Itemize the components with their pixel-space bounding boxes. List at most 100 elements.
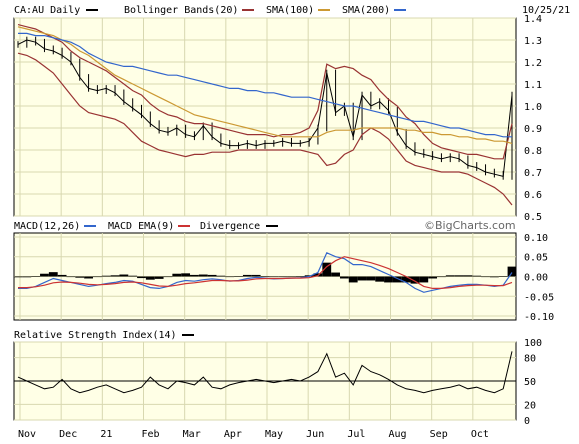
divergence-bar (84, 276, 93, 279)
price-series-2 (17, 52, 513, 206)
price-y-tick-label: 1.1 (524, 80, 542, 91)
x-tick-label: Jun (306, 429, 324, 440)
price-series-1 (17, 24, 513, 160)
price-y-tick-label: 0.9 (524, 124, 542, 135)
divergence-bar (234, 276, 243, 277)
series-layer (13, 24, 517, 394)
macd-label: MACD(12,26) (14, 221, 80, 232)
divergence-bar (375, 276, 385, 282)
x-tick-label: Feb (142, 429, 160, 440)
divergence-bar (339, 276, 349, 279)
macd-y-tick-label: 0.00 (524, 273, 548, 284)
divergence-bar (348, 276, 358, 283)
divergence-bar (384, 276, 393, 283)
divergence-bar (251, 274, 261, 277)
price-y-tick-label: 1.2 (524, 58, 542, 69)
divergence-bar (137, 276, 146, 279)
divergence-bar (13, 276, 23, 278)
divergence-bar (242, 274, 252, 277)
sma100-label: SMA(100) (266, 5, 314, 16)
divergence-bar (66, 276, 76, 278)
price-series-4 (18, 32, 512, 138)
divergence-bar (128, 275, 138, 277)
divergence-bar (207, 274, 217, 277)
gridlines (14, 17, 516, 421)
divergence-bar (145, 276, 155, 280)
divergence-bar (437, 276, 446, 278)
rsi-line (17, 351, 513, 394)
divergence-bar (445, 275, 455, 277)
divergence-bar (119, 274, 129, 277)
divergence-bar (322, 262, 332, 277)
divergence-bar (154, 276, 164, 279)
x-tick-label: Aug (389, 429, 407, 440)
divergence-bar (366, 276, 376, 281)
divergence-bar (57, 274, 67, 277)
divergence-bar (181, 273, 191, 277)
price-y-tick-label: 0.6 (524, 190, 542, 201)
divergence-bar (75, 276, 85, 278)
macd-ema-label: MACD EMA(9) (108, 221, 174, 232)
rsi-y-tick-label: 100 (524, 338, 542, 349)
divergence-bar (92, 276, 102, 278)
rsi-y-tick-label: 80 (524, 354, 536, 365)
rsi-label: Relative Strength Index(14) (14, 330, 177, 341)
x-tick-label: Nov (18, 429, 36, 440)
divergence-bar (260, 276, 270, 277)
divergence-bar (278, 276, 288, 278)
divergence-bar (507, 266, 517, 277)
divergence-bar (198, 274, 208, 277)
divergence-bar (31, 276, 41, 277)
divergence-bar (428, 276, 438, 279)
divergence-bar (331, 272, 340, 277)
x-tick-label: Jul (347, 429, 365, 440)
price-y-tick-label: 0.8 (524, 146, 542, 157)
price-y-tick-label: 1.0 (524, 102, 542, 113)
divergence-bar (287, 276, 296, 278)
divergence-bar (190, 274, 199, 277)
date-label: 10/25/21 (522, 5, 570, 16)
macd-y-tick-label: 0.05 (524, 253, 548, 264)
divergence-bar (498, 276, 508, 277)
divergence-bar (392, 276, 402, 283)
macd-ema-line (18, 256, 513, 289)
rsi-y-tick-label: 0 (524, 416, 530, 427)
x-tick-label: 21 (100, 429, 112, 440)
divergence-bar (163, 276, 173, 278)
tick-labels: Nov Dec 21 Feb Mar Apr May Jun Jul Aug Sep Oct 1.4 1.… (18, 14, 554, 440)
divergence-bar (454, 275, 464, 277)
macd-y-tick-label: -0.05 (524, 292, 554, 303)
divergence-bar (269, 276, 279, 278)
sma200-label: SMA(200) (342, 5, 390, 16)
divergence-label: Divergence (200, 221, 260, 232)
x-tick-label: Dec (59, 429, 77, 440)
x-tick-label: Mar (183, 429, 201, 440)
divergence-bar (110, 275, 120, 277)
price-line (17, 39, 513, 178)
divergence-bar (295, 276, 305, 277)
divergence-bar (172, 273, 182, 277)
price-panel-frame (13, 17, 517, 217)
divergence-bar (481, 276, 490, 278)
divergence-bar (48, 272, 58, 277)
divergence-bar (419, 276, 429, 283)
divergence-bar (463, 275, 473, 277)
divergence-bar (225, 276, 235, 278)
macd-y-tick-label: 0.10 (524, 233, 548, 244)
divergence-bar (40, 273, 49, 277)
x-tick-label: Oct (471, 429, 489, 440)
divergence-bar (22, 276, 32, 278)
bollinger-label: Bollinger Bands(20) (124, 5, 238, 16)
price-y-tick-label: 0.5 (524, 212, 542, 223)
macd-y-tick-label: -0.10 (524, 312, 554, 323)
divergence-bar (357, 276, 367, 281)
price-series-3 (17, 26, 513, 144)
divergence-bar (216, 275, 226, 277)
x-tick-label: May (265, 429, 283, 440)
divergence-bar (472, 275, 482, 277)
rsi-y-tick-label: 50 (524, 377, 536, 388)
rsi-y-tick-label: 20 (524, 400, 536, 411)
price-y-tick-label: 0.7 (524, 168, 542, 179)
